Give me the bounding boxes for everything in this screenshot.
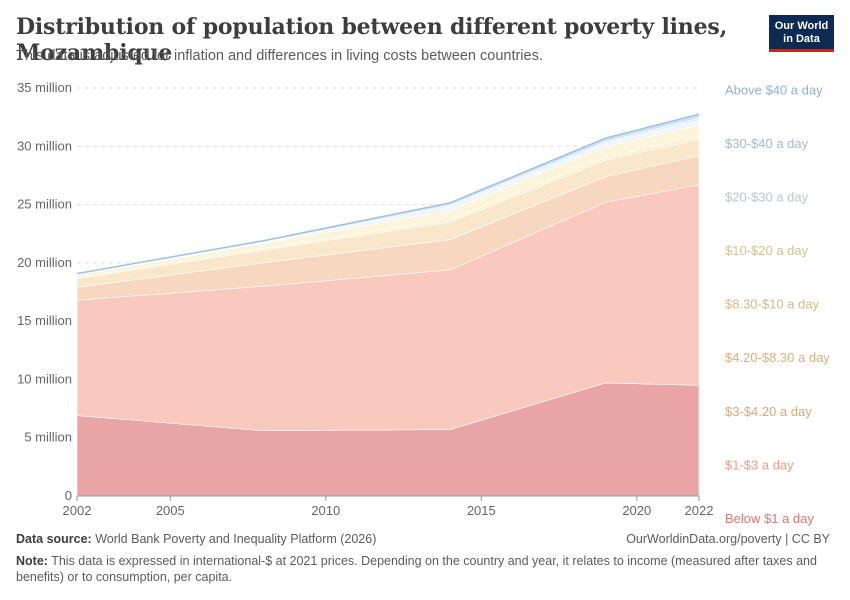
y-tick-label: 20 million [17, 255, 72, 270]
x-tick-label: 2022 [685, 503, 714, 518]
series-label: $8.30-$10 a day [725, 297, 819, 312]
total-outline [76, 113, 700, 275]
y-tick-label: 35 million [17, 80, 72, 95]
x-tick-label: 2010 [311, 503, 340, 518]
series-label: Above $40 a day [725, 83, 823, 98]
credit-link[interactable]: OurWorldinData.org/poverty | CC BY [626, 532, 830, 546]
data-source: Data source: World Bank Poverty and Ineq… [16, 532, 376, 546]
chart-subtitle: This data is adjusted for inflation and … [16, 48, 543, 64]
y-tick-label: 30 million [17, 138, 72, 153]
chart-title: Distribution of population between diffe… [16, 14, 728, 66]
series-label: $1-$3 a day [725, 457, 794, 472]
x-tick-label: 2020 [622, 503, 651, 518]
series-label: Below $1 a day [725, 511, 814, 526]
logo-line-2: in Data [783, 33, 820, 45]
series-label: $10-$20 a day [725, 243, 809, 258]
x-tick-label: 2015 [467, 503, 496, 518]
note-text: This data is expressed in international-… [16, 554, 817, 584]
series-label: $4.20-$8.30 a day [725, 350, 830, 365]
note-label: Note: [16, 554, 48, 568]
series-label: $20-$30 a day [725, 190, 809, 205]
y-tick-label: 15 million [17, 313, 72, 328]
source-text: World Bank Poverty and Inequality Platfo… [95, 532, 377, 546]
y-tick-label: 5 million [24, 430, 72, 445]
series-label: $3-$4.20 a day [725, 404, 812, 419]
owid-logo[interactable]: Our World in Data [769, 15, 834, 52]
y-tick-label: 0 [65, 488, 72, 503]
y-tick-label: 25 million [17, 197, 72, 212]
x-tick-label: 2002 [63, 503, 92, 518]
series-label: $30-$40 a day [725, 136, 809, 151]
y-tick-label: 10 million [17, 371, 72, 386]
chart-note: Note: This data is expressed in internat… [16, 553, 826, 585]
x-tick-label: 2005 [156, 503, 185, 518]
source-label: Data source: [16, 532, 92, 546]
logo-line-1: Our World [774, 20, 829, 32]
